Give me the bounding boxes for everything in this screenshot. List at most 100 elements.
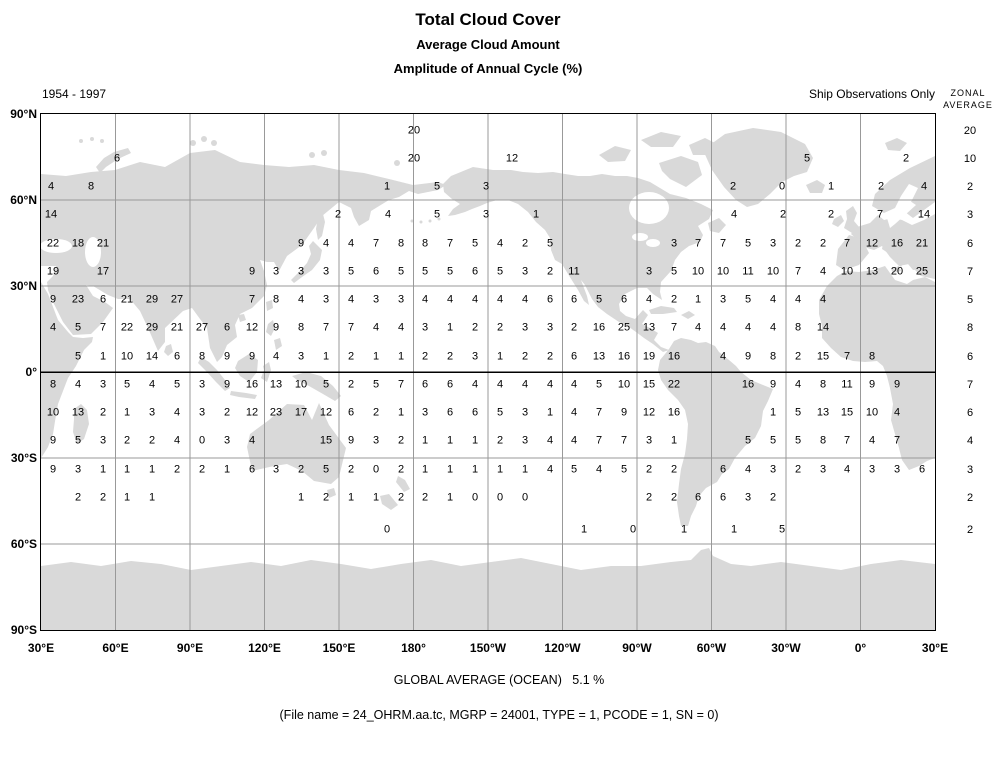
- grid-value: 2: [496, 321, 504, 334]
- grid-value: 0: [383, 523, 391, 536]
- grid-value: 3: [744, 491, 752, 504]
- grid-value: 1: [496, 350, 504, 363]
- grid-value: 3: [868, 463, 876, 476]
- grid-value: 1: [546, 406, 554, 419]
- grid-value: 3: [521, 265, 529, 278]
- grid-value: 3: [645, 434, 653, 447]
- caspian-sea: [85, 237, 101, 267]
- grid-value: 3: [223, 434, 231, 447]
- grid-value: 9: [248, 350, 256, 363]
- land-hispaniola: [681, 311, 695, 319]
- grid-value: 6: [719, 463, 727, 476]
- grid-value: 9: [223, 378, 231, 391]
- grid-value: 5: [446, 265, 454, 278]
- grid-value: 5: [173, 378, 181, 391]
- grid-value: 1: [383, 180, 391, 193]
- baltic-sea: [887, 201, 916, 228]
- grid-value: 6: [347, 406, 355, 419]
- land-britain: [844, 206, 859, 233]
- grid-value: 3: [372, 434, 380, 447]
- grid-value: 2: [670, 491, 678, 504]
- zonal-average-value: 2: [966, 492, 974, 504]
- global-average-label: GLOBAL AVERAGE (OCEAN) 5.1 %: [393, 673, 605, 687]
- grid-value: 4: [421, 293, 429, 306]
- grid-value: 4: [272, 350, 280, 363]
- grid-value: 1: [397, 406, 405, 419]
- grid-value: 4: [868, 434, 876, 447]
- grid-value: 9: [49, 434, 57, 447]
- zonal-average-value: 6: [966, 238, 974, 250]
- zonal-average-value: 6: [966, 351, 974, 363]
- grid-value: 25: [617, 321, 631, 334]
- grid-value: 8: [87, 180, 95, 193]
- grid-value: 3: [769, 463, 777, 476]
- grid-value: 2: [421, 491, 429, 504]
- grid-value: 6: [471, 265, 479, 278]
- grid-value: 1: [670, 434, 678, 447]
- aleutian-island: [428, 219, 432, 223]
- land-sakhalin: [316, 214, 325, 240]
- grid-value: 0: [372, 463, 380, 476]
- grid-value: 6: [546, 293, 554, 306]
- grid-value: 13: [269, 378, 283, 391]
- grid-value: 9: [769, 378, 777, 391]
- grid-value: 3: [521, 321, 529, 334]
- grid-value: 16: [592, 321, 606, 334]
- grid-value: 1: [421, 434, 429, 447]
- zonal-average-value: 7: [966, 379, 974, 391]
- grid-value: 4: [730, 208, 738, 221]
- grid-value: 6: [918, 463, 926, 476]
- grid-value: 6: [113, 152, 121, 165]
- grid-value: 1: [123, 491, 131, 504]
- land-ireland: [832, 215, 844, 227]
- grid-value: 8: [397, 237, 405, 250]
- grid-value: 3: [719, 293, 727, 306]
- grid-value: 1: [446, 434, 454, 447]
- grid-value: 4: [521, 293, 529, 306]
- grid-value: 7: [843, 237, 851, 250]
- grid-value: 4: [446, 293, 454, 306]
- grid-value: 2: [334, 208, 342, 221]
- grid-value: 6: [620, 293, 628, 306]
- grid-value: 8: [819, 434, 827, 447]
- lon-tick-label: 30°E: [27, 641, 55, 655]
- grid-value: 3: [198, 378, 206, 391]
- grid-value: 14: [44, 208, 58, 221]
- grid-value: 7: [670, 321, 678, 334]
- zonal-average-value: 3: [966, 209, 974, 221]
- grid-value: 10: [865, 406, 879, 419]
- grid-value: 2: [397, 491, 405, 504]
- zonal-average-value: 4: [966, 435, 974, 447]
- grid-value: 6: [719, 491, 727, 504]
- grid-value: 5: [74, 321, 82, 334]
- grid-value: 12: [245, 321, 259, 334]
- grid-value: 12: [865, 237, 879, 250]
- grid-value: 6: [421, 378, 429, 391]
- grid-value: 9: [49, 293, 57, 306]
- page-subtitle-2: Amplitude of Annual Cycle (%): [393, 61, 583, 76]
- grid-value: 5: [372, 378, 380, 391]
- lat-tick-label: 60°N: [10, 193, 37, 207]
- grid-value: 8: [297, 321, 305, 334]
- grid-value: 3: [99, 378, 107, 391]
- grid-value: 1: [322, 350, 330, 363]
- grid-value: 1: [148, 491, 156, 504]
- grid-value: 5: [471, 237, 479, 250]
- grid-value: 4: [744, 321, 752, 334]
- grid-value: 6: [173, 350, 181, 363]
- grid-value: 8: [819, 378, 827, 391]
- lon-tick-label: 90°E: [176, 641, 204, 655]
- grid-value: 1: [446, 321, 454, 334]
- grid-value: 21: [96, 237, 110, 250]
- grid-value: 2: [827, 208, 835, 221]
- grid-value: 5: [123, 378, 131, 391]
- arctic-island: [321, 150, 327, 156]
- zonal-average-value: 8: [966, 322, 974, 334]
- grid-value: 14: [145, 350, 159, 363]
- grid-value: 3: [372, 293, 380, 306]
- grid-value: 2: [297, 463, 305, 476]
- grid-value: 3: [482, 208, 490, 221]
- grid-value: 7: [99, 321, 107, 334]
- world-map: [41, 114, 935, 630]
